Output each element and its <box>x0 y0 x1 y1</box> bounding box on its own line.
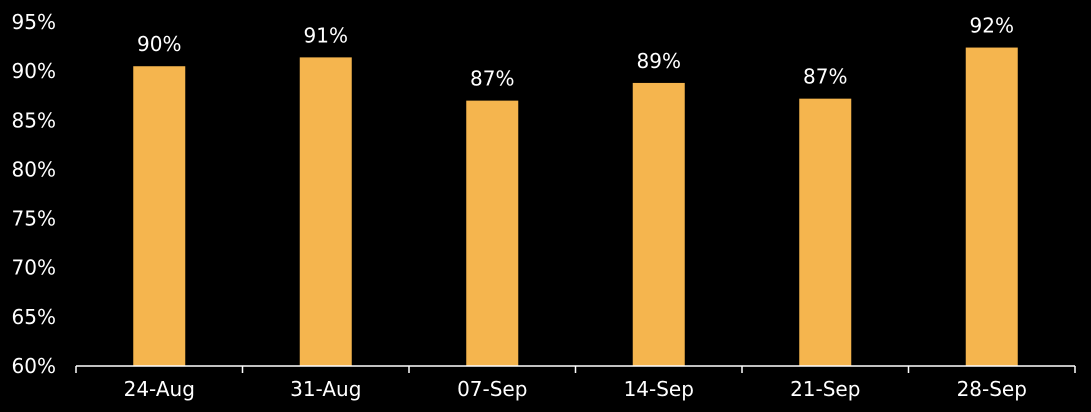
x-tick-label: 31-Aug <box>290 377 361 401</box>
bar-21-sep <box>799 98 852 367</box>
bar-07-sep <box>466 100 519 366</box>
y-axis-ticks: 60% 65% 70% 75% 80% 85% 90% 95% <box>12 10 56 378</box>
bars-group <box>133 47 1018 367</box>
data-label: 87% <box>803 65 847 89</box>
x-tick-label: 21-Sep <box>790 377 860 401</box>
bar-24-aug <box>133 66 186 366</box>
data-label: 87% <box>470 67 514 91</box>
y-tick-label: 65% <box>12 305 56 329</box>
bar-14-sep <box>632 82 685 367</box>
bar-31-aug <box>299 57 352 366</box>
y-tick-label: 95% <box>12 10 56 34</box>
x-tick-label: 07-Sep <box>457 377 527 401</box>
data-label: 92% <box>970 14 1014 38</box>
x-axis <box>75 365 1076 373</box>
y-tick-label: 75% <box>12 207 56 231</box>
x-tick-label: 24-Aug <box>124 377 195 401</box>
y-tick-label: 70% <box>12 256 56 280</box>
y-tick-label: 60% <box>12 354 56 378</box>
data-label: 89% <box>637 49 681 73</box>
x-axis-labels: 24-Aug 31-Aug 07-Sep 14-Sep 21-Sep 28-Sep <box>124 377 1027 401</box>
data-label: 91% <box>304 23 348 47</box>
data-labels-group: 90% 91% 87% 89% 87% 92% <box>137 14 1014 91</box>
y-tick-label: 90% <box>12 59 56 83</box>
x-tick-label: 14-Sep <box>624 377 694 401</box>
y-tick-label: 85% <box>12 108 56 132</box>
bar-28-sep <box>965 47 1018 366</box>
x-tick-label: 28-Sep <box>957 377 1027 401</box>
y-tick-label: 80% <box>12 157 56 181</box>
data-label: 90% <box>137 32 181 56</box>
